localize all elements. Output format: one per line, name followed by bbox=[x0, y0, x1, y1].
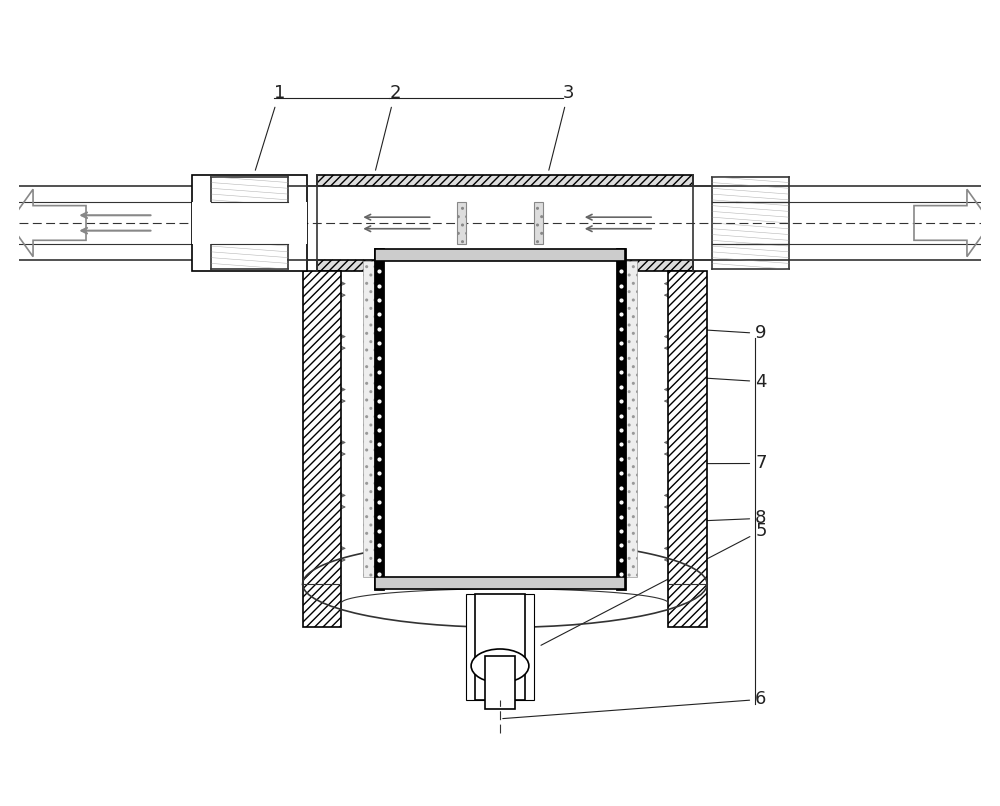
Bar bbox=[617, 249, 625, 589]
Bar bbox=[625, 260, 637, 577]
Ellipse shape bbox=[471, 649, 529, 683]
Bar bbox=[485, 656, 515, 709]
Bar bbox=[466, 594, 534, 700]
Bar bbox=[192, 202, 307, 244]
Text: 9: 9 bbox=[691, 325, 767, 343]
Bar bbox=[192, 175, 307, 271]
Bar bbox=[363, 260, 375, 577]
Text: 7: 7 bbox=[691, 455, 767, 472]
Text: 5: 5 bbox=[541, 521, 767, 646]
Bar bbox=[475, 594, 525, 700]
Text: 8: 8 bbox=[691, 509, 767, 527]
Bar bbox=[375, 249, 383, 589]
Text: 1: 1 bbox=[255, 84, 285, 170]
Text: 6: 6 bbox=[503, 691, 767, 719]
Bar bbox=[668, 271, 707, 627]
Text: 3: 3 bbox=[549, 84, 574, 170]
Bar bbox=[303, 271, 341, 627]
Bar bbox=[375, 249, 625, 260]
Bar bbox=[317, 260, 693, 271]
Bar bbox=[317, 175, 693, 186]
Text: 4: 4 bbox=[691, 372, 767, 391]
Text: 2: 2 bbox=[376, 84, 401, 170]
Bar bbox=[383, 260, 617, 577]
Bar bbox=[457, 202, 466, 244]
Bar bbox=[534, 202, 543, 244]
Bar bbox=[375, 577, 625, 589]
